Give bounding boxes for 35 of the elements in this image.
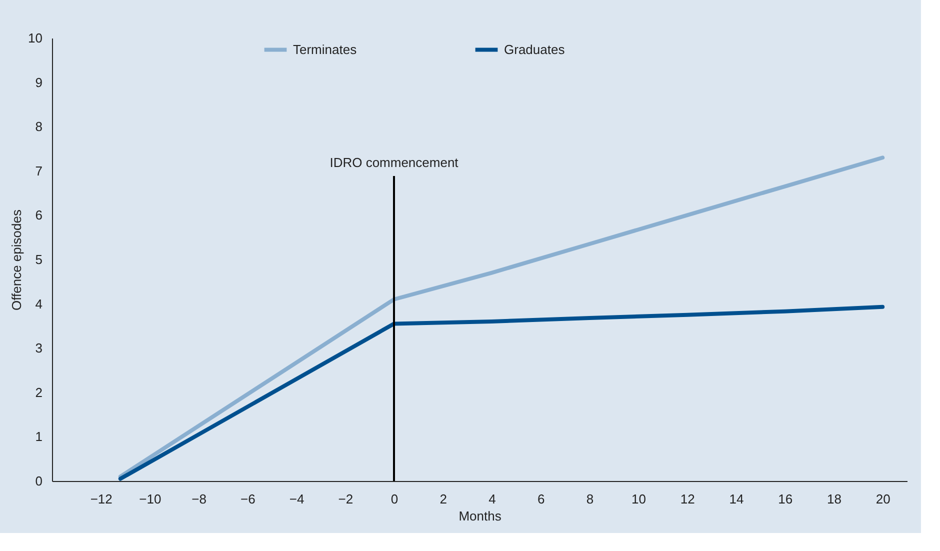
x-tick-label: 20 bbox=[876, 492, 890, 506]
x-tick-label: 14 bbox=[729, 492, 744, 506]
x-tick-label: −10 bbox=[139, 492, 162, 506]
x-tick-label: 18 bbox=[826, 492, 842, 506]
x-tick-label: 8 bbox=[586, 492, 594, 506]
y-tick-label: 3 bbox=[35, 340, 42, 356]
y-axis-title: Offence episodes bbox=[9, 209, 24, 310]
y-tick-label: 4 bbox=[35, 296, 42, 312]
legend-label: Graduates bbox=[504, 42, 566, 57]
y-tick-label: 5 bbox=[35, 252, 42, 267]
legend-label: Terminates bbox=[293, 42, 358, 57]
x-tick-label: −12 bbox=[90, 492, 112, 506]
x-axis-title: Months bbox=[458, 508, 502, 524]
y-tick-label: 7 bbox=[35, 163, 42, 178]
x-tick-label: −4 bbox=[289, 492, 304, 506]
y-tick-label: 9 bbox=[35, 74, 42, 90]
x-tick-label: −2 bbox=[338, 492, 354, 506]
x-tick-label: 2 bbox=[440, 492, 447, 506]
x-tick-label: −8 bbox=[192, 492, 206, 506]
line-series bbox=[118, 304, 885, 481]
line-series bbox=[118, 156, 885, 479]
x-tick-label: 16 bbox=[778, 492, 793, 506]
x-tick-label: 6 bbox=[537, 492, 545, 506]
y-tick-label: 1 bbox=[35, 429, 42, 444]
y-tick-label: 0 bbox=[35, 474, 42, 488]
x-tick-label: −6 bbox=[240, 492, 256, 506]
y-tick-label: 2 bbox=[35, 384, 42, 400]
y-tick-label: 6 bbox=[35, 208, 42, 223]
x-tick-label: 0 bbox=[390, 492, 398, 506]
ref-line-label: IDRO commencement bbox=[330, 155, 459, 170]
y-tick-label: 8 bbox=[35, 119, 42, 134]
x-tick-label: 12 bbox=[680, 492, 695, 506]
x-tick-label: 4 bbox=[488, 492, 496, 506]
y-tick-label: 10 bbox=[28, 30, 42, 46]
x-tick-label: 10 bbox=[632, 492, 646, 506]
